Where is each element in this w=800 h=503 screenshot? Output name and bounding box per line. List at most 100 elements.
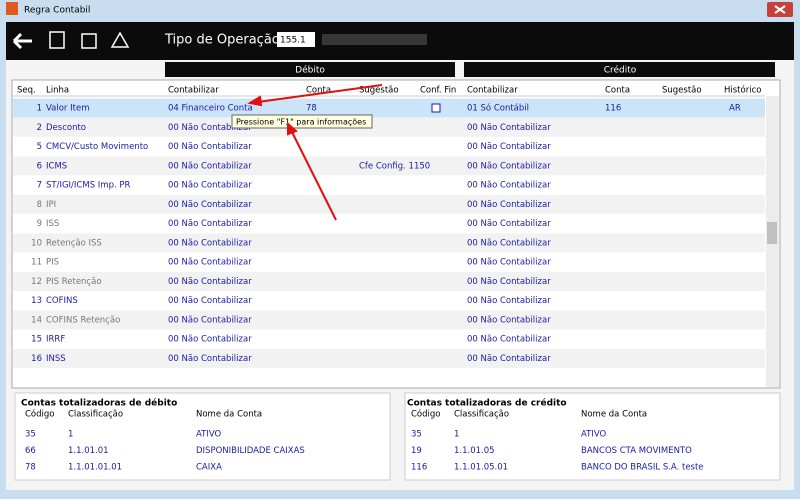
column-header: Histórico xyxy=(724,85,761,96)
totals-cell: 1 xyxy=(68,430,73,440)
cell-linha: IPI xyxy=(46,200,56,210)
cell-linha: PIS xyxy=(46,258,59,268)
cell-d-contabilizar: 00 Não Contabilizar xyxy=(168,238,252,248)
operation-value: 155.1 xyxy=(280,36,306,46)
cell-c-contabilizar: 00 Não Contabilizar xyxy=(467,219,551,229)
row-seq: 10 xyxy=(31,238,42,248)
totals-cell: 35 xyxy=(411,430,422,440)
column-header: Conf. Fin xyxy=(420,86,456,96)
cell-linha: COFINS Retenção xyxy=(46,315,120,325)
column-header: Linha xyxy=(46,86,69,96)
cell-c-contabilizar: 00 Não Contabilizar xyxy=(467,258,551,268)
tooltip-box xyxy=(231,114,373,129)
cell-c-contabilizar: 00 Não Contabilizar xyxy=(467,277,551,287)
totals-cell: 1.1.01.05 xyxy=(454,446,495,456)
totals-cell: 19 xyxy=(411,446,422,456)
cell-c-conta: 116 xyxy=(605,104,621,114)
credit-totals-panel xyxy=(404,392,781,481)
annotation-arrows xyxy=(247,84,383,221)
totals-cell: 35 xyxy=(25,430,36,440)
row-seq: 2 xyxy=(37,123,42,133)
warning-button[interactable] xyxy=(110,31,130,48)
close-icon xyxy=(774,5,786,14)
totals-cell: CAIXA xyxy=(196,463,222,473)
totals-cell: BANCOS CTA MOVIMENTO xyxy=(581,446,692,456)
cell-d-contabilizar: 00 Não Contabilizar xyxy=(168,354,252,364)
window-title: Regra Contabil xyxy=(24,6,90,16)
row-seq: 8 xyxy=(37,200,42,210)
row-seq: 6 xyxy=(37,161,42,171)
selected-row xyxy=(13,98,765,118)
column-header: Contabilizar xyxy=(168,86,219,96)
row-stripe xyxy=(13,156,765,176)
cell-c-contabilizar: 00 Não Contabilizar xyxy=(467,200,551,210)
cell-c-contabilizar: 00 Não Contabilizar xyxy=(467,354,551,364)
cell-linha: COFINS xyxy=(46,296,78,306)
row-seq: 11 xyxy=(31,258,42,268)
totals-header: Código xyxy=(411,409,441,420)
row-seq: 12 xyxy=(31,277,42,287)
debit-totals-panel xyxy=(14,392,391,481)
cell-d-contabilizar: 00 Não Contabilizar xyxy=(168,277,252,287)
totals-header: Classificação xyxy=(454,410,509,420)
totals-cell: 66 xyxy=(25,446,36,456)
cell-linha: Desconto xyxy=(46,123,86,133)
row-seq: 16 xyxy=(31,354,42,364)
row-seq: 9 xyxy=(37,219,42,229)
totals-cell: ATIVO xyxy=(196,430,222,440)
cell-linha: Valor Item xyxy=(46,104,89,114)
copy-button[interactable] xyxy=(81,33,97,49)
tooltip: Pressione "F1" para informações xyxy=(236,118,366,127)
cell-d-contabilizar: 00 Não Contabilizar xyxy=(168,142,252,152)
blurred-description xyxy=(322,34,427,45)
column-header: Sugestão xyxy=(662,86,702,96)
app-icon xyxy=(6,2,18,15)
totals-cell: BANCO DO BRASIL S.A. teste xyxy=(581,463,704,473)
row-stripe xyxy=(13,310,765,330)
cell-d-contabilizar: 00 Não Contabilizar xyxy=(168,335,252,345)
totals-header: Nome da Conta xyxy=(196,410,262,420)
cell-historico: AR xyxy=(729,104,741,114)
totals-header: Classificação xyxy=(68,410,123,420)
row-seq: 7 xyxy=(37,181,42,191)
row-seq: 1 xyxy=(37,104,42,114)
cell-d-sugestao: Cfe Config. 1150 xyxy=(359,161,430,171)
totals-cell: ATIVO xyxy=(581,430,607,440)
cell-c-contabilizar: 01 Só Contábil xyxy=(467,103,529,114)
cell-linha: ICMS xyxy=(46,161,67,171)
conf-fin-checkbox[interactable] xyxy=(431,103,441,113)
totals-title: Contas totalizadoras de crédito xyxy=(407,398,567,409)
credito-title: Crédito xyxy=(604,65,637,76)
back-button[interactable] xyxy=(12,32,32,50)
cell-d-contabilizar: 00 Não Contabilizar xyxy=(168,296,252,306)
cell-c-contabilizar: 00 Não Contabilizar xyxy=(467,161,551,171)
cell-d-contabilizar: 04 Financeiro Conta xyxy=(168,104,253,114)
cell-linha: ST/IGI/ICMS Imp. PR xyxy=(46,181,131,191)
cell-c-contabilizar: 00 Não Contabilizar xyxy=(467,315,551,325)
column-header: Conta xyxy=(306,86,331,96)
cell-c-contabilizar: 00 Não Contabilizar xyxy=(467,123,551,133)
row-seq: 15 xyxy=(31,335,42,345)
totals-cell: 1.1.01.01 xyxy=(68,446,109,456)
row-stripe xyxy=(13,117,765,137)
cell-linha: INSS xyxy=(46,354,66,364)
debito-title: Débito xyxy=(295,65,325,76)
totals-cell: DISPONIBILIDADE CAIXAS xyxy=(196,446,305,456)
cell-linha: CMCV/Custo Movimento xyxy=(46,142,148,152)
operation-input[interactable] xyxy=(277,32,315,47)
credito-header xyxy=(464,62,775,77)
cell-d-contabilizar: 00 Não Contabilizar xyxy=(168,123,252,133)
row-stripe xyxy=(13,271,765,291)
row-seq: 13 xyxy=(31,296,42,306)
totals-cell: 116 xyxy=(411,463,427,473)
cell-c-contabilizar: 00 Não Contabilizar xyxy=(467,296,551,306)
cell-d-conta: 78 xyxy=(306,104,317,114)
column-header: Contabilizar xyxy=(467,86,518,96)
cell-linha: Retenção ISS xyxy=(46,238,102,248)
cell-d-contabilizar: 00 Não Contabilizar xyxy=(168,315,252,325)
scroll-thumb[interactable] xyxy=(767,222,777,244)
cell-d-contabilizar: 00 Não Contabilizar xyxy=(168,219,252,229)
cell-d-contabilizar: 00 Não Contabilizar xyxy=(168,181,252,191)
export-button[interactable] xyxy=(49,31,65,49)
